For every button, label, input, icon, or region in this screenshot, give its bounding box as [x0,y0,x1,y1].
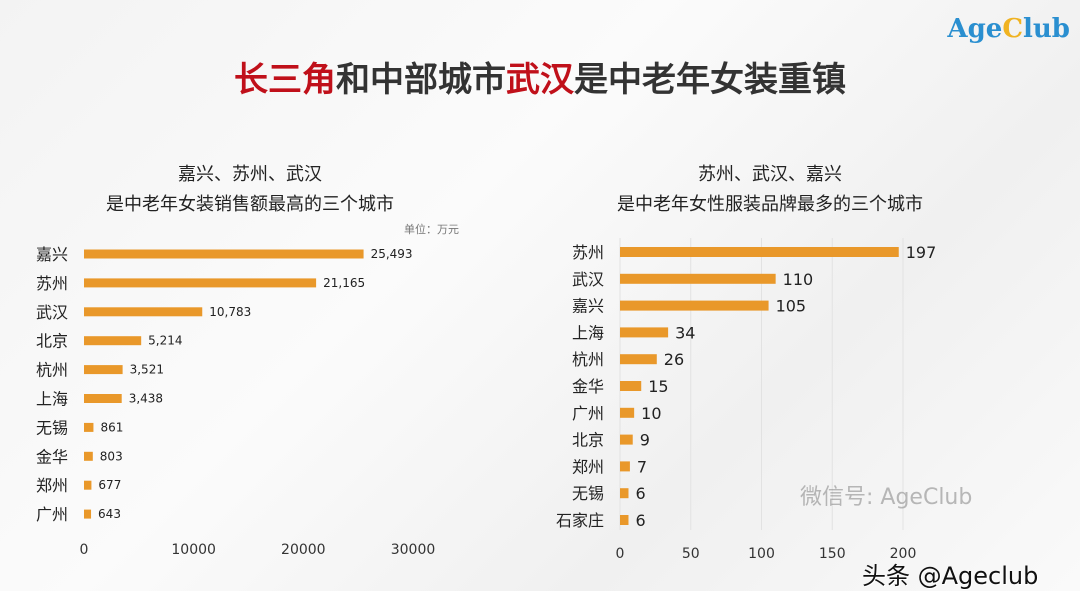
data-label: 3,521 [130,363,164,377]
bar [84,307,203,317]
x-tick-label: 50 [682,546,700,562]
category-label: 武汉 [36,303,68,322]
data-label: 803 [100,449,123,463]
category-label: 北京 [36,332,68,351]
category-label: 无锡 [36,418,68,437]
bar [620,488,629,499]
bar [620,247,899,257]
bar [620,300,769,311]
category-label: 武汉 [572,270,604,289]
category-label: 苏州 [572,243,604,262]
category-label: 上海 [572,323,604,342]
bar [84,278,317,288]
bar [84,249,364,259]
data-label: 105 [776,297,807,316]
data-label: 643 [98,507,121,521]
bar [620,407,635,418]
toutiao-watermark: 头条 @Ageclub [862,562,1039,590]
data-label: 21,165 [323,276,365,290]
x-tick-label: 10000 [171,542,216,558]
bar [84,336,142,346]
data-label: 25,493 [371,247,413,261]
bar [84,422,94,432]
bar [620,273,776,284]
x-tick-label: 150 [819,546,846,562]
bar [84,509,92,519]
x-tick-label: 20000 [281,542,326,558]
bar [84,394,122,403]
bar [84,480,92,490]
data-label: 34 [675,323,695,342]
data-label: 677 [98,478,121,492]
category-label: 北京 [572,431,604,450]
ageclub-logo: AgeClub [947,14,1070,44]
bar [620,461,630,472]
data-label: 15 [648,377,668,396]
data-label: 861 [100,420,123,434]
bar [84,451,93,461]
x-tick-label: 0 [616,546,625,562]
bar [84,365,123,375]
category-label: 嘉兴 [572,297,604,316]
x-tick-label: 100 [748,546,775,562]
data-label: 26 [664,350,684,369]
data-label: 7 [637,457,647,476]
data-label: 5,214 [148,334,182,348]
bar [620,354,657,365]
data-label: 9 [640,431,650,450]
left-chart-title: 嘉兴、苏州、武汉 是中老年女装销售额最高的三个城市 [106,164,394,215]
category-label: 郑州 [572,457,604,476]
category-label: 郑州 [36,476,68,495]
category-label: 广州 [572,404,604,423]
category-label: 金华 [572,377,604,396]
x-tick-label: 30000 [391,542,436,558]
data-label: 197 [906,243,937,262]
right-chart-title: 苏州、武汉、嘉兴 是中老年女性服装品牌最多的三个城市 [617,164,923,215]
category-label: 苏州 [36,274,68,293]
category-label: 石家庄 [556,511,604,530]
data-label: 10 [641,404,661,423]
category-label: 金华 [36,447,68,466]
bar [620,381,642,391]
wechat-watermark: 微信号: AgeClub [800,485,973,510]
page-title: 长三角和中部城市武汉是中老年女装重镇 [234,60,846,100]
category-label: 杭州 [572,350,604,369]
data-label: 110 [783,270,814,289]
data-label: 6 [635,511,645,530]
category-label: 无锡 [572,484,604,503]
category-label: 上海 [36,390,68,409]
bar [620,327,669,338]
data-label: 6 [635,484,645,503]
data-label: 3,438 [129,392,163,406]
bar [620,434,633,445]
unit-label: 单位：万元 [404,223,459,236]
category-label: 杭州 [36,361,68,380]
x-tick-label: 0 [80,542,89,558]
category-label: 广州 [36,505,68,524]
data-label: 10,783 [209,305,251,319]
category-label: 嘉兴 [36,245,68,264]
bar [620,515,629,525]
x-tick-label: 200 [890,546,917,562]
